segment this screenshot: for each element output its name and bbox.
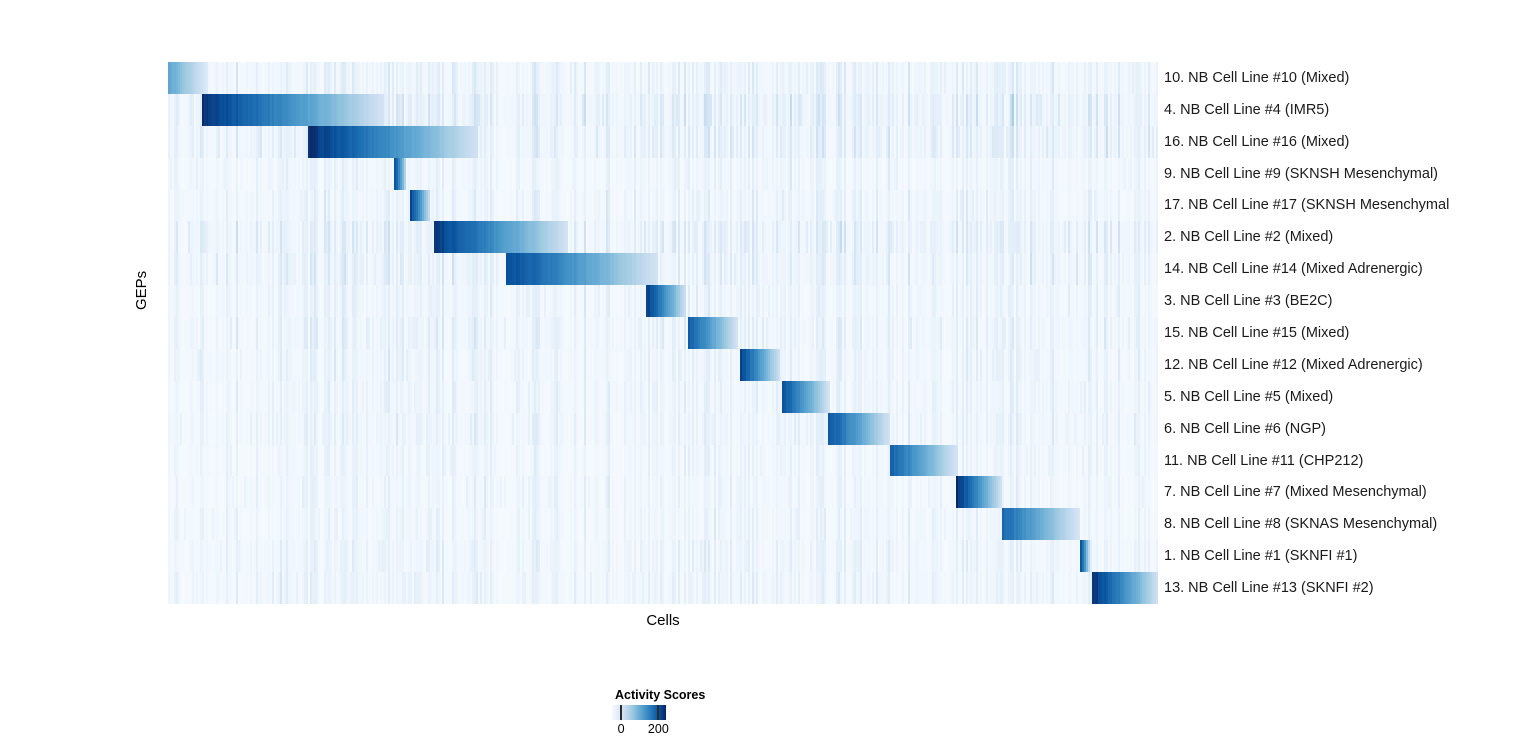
heatmap-row: [168, 476, 1158, 509]
color-legend: Activity Scores 0 200: [612, 688, 812, 743]
row-label: 11. NB Cell Line #11 (CHP212): [1164, 454, 1363, 469]
heatmap-row: [168, 317, 1158, 349]
row-label: 16. NB Cell Line #16 (Mixed): [1164, 135, 1349, 150]
legend-gradient-bar: [612, 705, 666, 720]
heatmap-row: [168, 380, 1158, 413]
legend-tick-label: 200: [648, 722, 669, 736]
heatmap-row: [168, 540, 1158, 573]
legend-tick-mark: [657, 705, 660, 720]
row-label: 8. NB Cell Line #8 (SKNAS Mesenchymal): [1164, 517, 1437, 532]
heatmap-row: [168, 508, 1158, 541]
legend-tick-mark: [620, 705, 623, 720]
heatmap-row: [168, 189, 1158, 222]
row-label: 17. NB Cell Line #17 (SKNSH Mesenchymal: [1164, 198, 1449, 213]
heatmap-row: [168, 572, 1158, 604]
legend-tick-label: 0: [618, 722, 625, 736]
row-label: 6. NB Cell Line #6 (NGP): [1164, 422, 1326, 437]
heatmap-row: [168, 285, 1158, 318]
row-label: 14. NB Cell Line #14 (Mixed Adrenergic): [1164, 262, 1423, 277]
legend-title: Activity Scores: [615, 688, 705, 702]
heatmap-plot-area[interactable]: [168, 62, 1158, 604]
row-label: 10. NB Cell Line #10 (Mixed): [1164, 71, 1349, 86]
row-label-list: 10. NB Cell Line #10 (Mixed) 4. NB Cell L…: [1164, 62, 1534, 604]
y-axis-title: GEPs: [133, 271, 150, 310]
heatmap-row: [168, 62, 1158, 94]
x-axis-title: Cells: [168, 612, 1158, 629]
row-label: 12. NB Cell Line #12 (Mixed Adrenergic): [1164, 358, 1423, 373]
row-label: 2. NB Cell Line #2 (Mixed): [1164, 230, 1333, 245]
row-label: 15. NB Cell Line #15 (Mixed): [1164, 326, 1349, 341]
row-label: 1. NB Cell Line #1 (SKNFI #1): [1164, 549, 1357, 564]
row-label: 4. NB Cell Line #4 (IMR5): [1164, 103, 1329, 118]
heatmap-row: [168, 221, 1158, 254]
heatmap-row: [168, 412, 1158, 445]
row-label: 7. NB Cell Line #7 (Mixed Mesenchymal): [1164, 485, 1427, 500]
row-label: 5. NB Cell Line #5 (Mixed): [1164, 390, 1333, 405]
row-label: 3. NB Cell Line #3 (BE2C): [1164, 294, 1332, 309]
heatmap-row: [168, 253, 1158, 286]
heatmap-row: [168, 157, 1158, 190]
row-label: 9. NB Cell Line #9 (SKNSH Mesenchymal): [1164, 167, 1438, 182]
heatmap-row: [168, 93, 1158, 126]
row-label: 13. NB Cell Line #13 (SKNFI #2): [1164, 581, 1374, 596]
heatmap-row: [168, 348, 1158, 381]
heatmap-row: [168, 125, 1158, 158]
heatmap-row: [168, 444, 1158, 477]
